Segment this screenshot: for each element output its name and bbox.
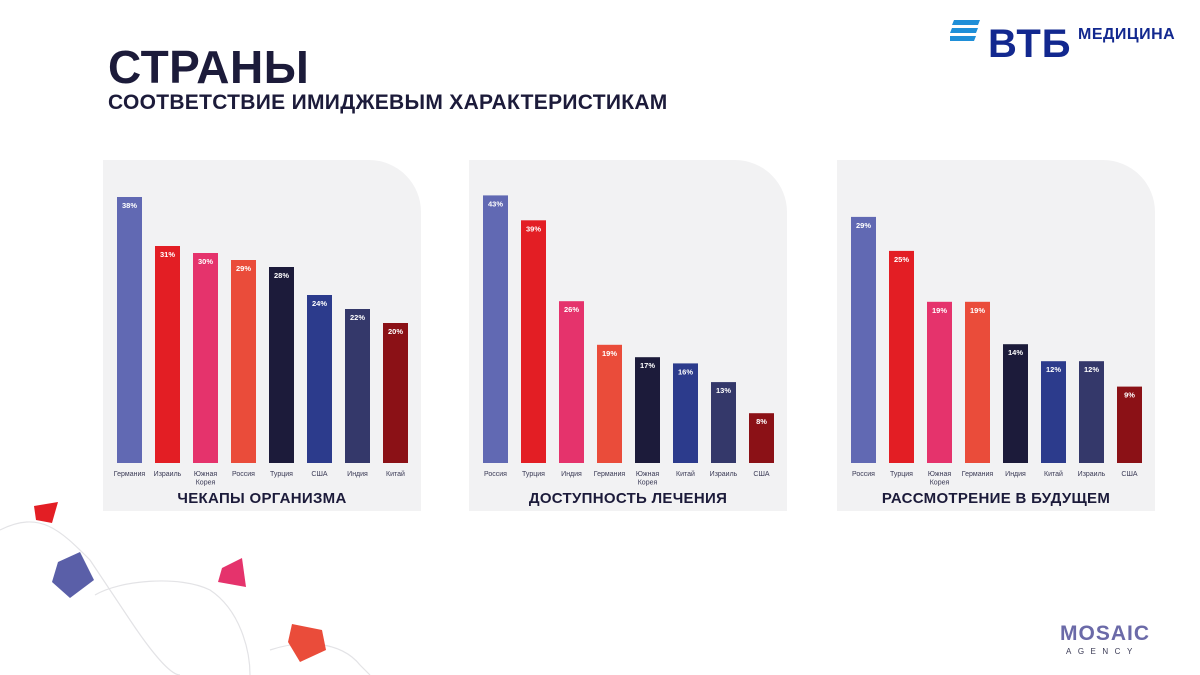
data-label: 19% [932,306,947,315]
data-label: 16% [678,367,693,376]
category-label: Россия [232,471,255,478]
category-label: Германия [114,471,146,478]
decorative-shapes [0,502,371,675]
chart-title: ДОСТУПНОСТЬ ЛЕЧЕНИЯ [528,490,728,507]
category-label: Индия [561,471,582,478]
data-label: 20% [388,327,403,336]
chart-checkups: 38% Германия 31% Израиль 30% Южная Корея 29% Рос… [114,197,408,487]
bar [749,413,774,463]
category-label: США [1121,471,1137,478]
bar [673,363,698,463]
mosaic-agency-logo: MOSAIC AGENCY [1060,622,1172,662]
data-label: 28% [274,271,289,280]
category-label: Китай [676,470,695,478]
bar [889,250,914,463]
mosaic-logo-subtext: AGENCY [1066,647,1139,656]
bar [483,195,508,463]
bar [155,246,180,463]
category-label: Китай [1044,470,1063,478]
bar [1041,361,1066,463]
bar [927,301,952,463]
category-label: Турция [522,471,545,478]
category-label: Германия [962,471,994,478]
data-label: 24% [312,299,327,308]
deco-shape-orange [288,624,326,662]
data-label: 19% [970,306,985,315]
bar [269,267,294,463]
bar [231,260,256,463]
bar [965,301,990,463]
data-label: 12% [1084,365,1099,374]
page-subtitle: СООТВЕТСТВИЕ ИМИДЖЕВЫМ ХАРАКТЕРИСТИКАМ [108,91,668,114]
data-label: 17% [640,361,655,370]
chart-title: ЧЕКАПЫ ОРГАНИЗМА [177,490,347,507]
data-label: 8% [756,417,767,426]
bar [521,220,546,463]
data-label: 9% [1124,391,1135,400]
data-label: 12% [1046,365,1061,374]
category-label: Израиль [710,471,738,478]
category-label: Турция [270,471,293,478]
category-label: США [753,471,769,478]
data-label: 26% [564,305,579,314]
data-label: 38% [122,201,137,210]
category-label: США [311,471,327,478]
bar [345,309,370,463]
bar [1117,386,1142,463]
data-label: 30% [198,257,213,266]
category-label: Китай [386,470,405,478]
mosaic-logo-text: MOSAIC [1060,622,1150,645]
data-label: 13% [716,386,731,395]
bar [559,301,584,463]
data-label: 19% [602,349,617,358]
category-label: Израиль [154,471,182,478]
bar [1003,344,1028,463]
data-label: 22% [350,313,365,322]
vtb-stripes-icon [950,20,980,41]
bar [597,344,622,463]
data-label: 29% [236,264,251,273]
category-label: Германия [594,471,626,478]
bar [711,382,736,463]
deco-shape-pink [218,558,246,587]
bar [851,216,876,463]
bar [383,323,408,463]
chart-future: 29% Россия 25% Турция 19% Южная Корея 19% Герман… [851,216,1142,487]
category-label: Южная Корея [928,471,952,487]
data-label: 43% [488,199,503,208]
category-label: Россия [852,471,875,478]
bar [635,357,660,463]
data-label: 29% [856,221,871,230]
data-label: 14% [1008,348,1023,357]
bar [307,295,332,463]
bar [117,197,142,463]
category-label: Турция [890,471,913,478]
bar [193,253,218,463]
bar [1079,361,1104,463]
data-label: 39% [526,224,541,233]
category-label: Южная Корея [636,471,660,487]
category-label: Россия [484,471,507,478]
data-label: 31% [160,250,175,259]
vtb-logo-text: ВТБ [988,22,1072,66]
deco-shape-blue [52,552,94,598]
deco-shape-red [34,502,58,523]
vtb-logo-suffix: МЕДИЦИНА [1078,26,1176,43]
chart-access: 43% Россия 39% Турция 26% Индия 19% Германия 17%… [483,195,774,487]
vtb-medicina-logo: ВТБ МЕДИЦИНА [950,18,1180,68]
data-label: 25% [894,255,909,264]
chart-panel-access: 43% Россия 39% Турция 26% Индия 19% Германия 17%… [469,160,787,511]
category-label: Израиль [1078,471,1106,478]
category-label: Индия [347,471,368,478]
chart-title: РАССМОТРЕНИЕ В БУДУЩЕМ [881,490,1111,507]
chart-panel-future: 29% Россия 25% Турция 19% Южная Корея 19% Герман… [837,160,1155,511]
category-label: Южная Корея [194,471,218,487]
page-title: СТРАНЫ [108,41,310,93]
category-label: Индия [1005,471,1026,478]
chart-panel-checkups: 38% Германия 31% Израиль 30% Южная Корея 29% Рос… [103,160,421,511]
